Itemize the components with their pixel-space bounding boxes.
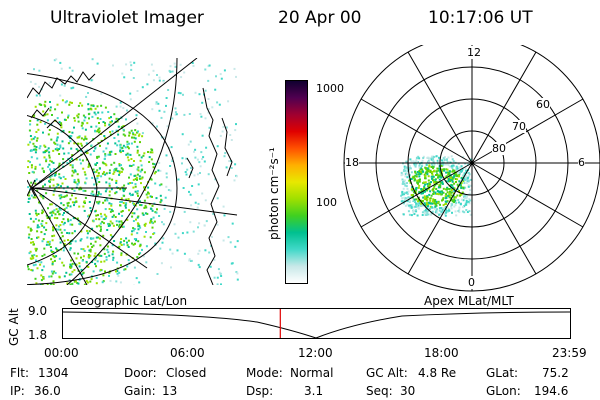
mode-value: Normal xyxy=(290,366,334,380)
color-scale-gradient xyxy=(286,81,307,283)
mlt-spoke-5 xyxy=(471,162,537,275)
apex-coords-label: Apex MLat/MLT xyxy=(424,294,514,308)
orbit-altitude-timeline xyxy=(62,308,571,339)
time-tick-1800: 18:00 xyxy=(424,346,459,360)
mlt-spoke-2 xyxy=(471,98,584,164)
mlt-label-6: 6 xyxy=(578,156,585,169)
ip-value: 36.0 xyxy=(34,384,61,398)
dsp-value: 3.1 xyxy=(304,384,324,398)
coastline-west xyxy=(27,71,96,129)
seq-label: Seq: xyxy=(366,384,393,398)
lat-label-60: 60 xyxy=(536,98,550,111)
meridian-s xyxy=(31,187,88,285)
altitude-axis-title: GC Alt xyxy=(7,308,21,346)
mode-label: Mode: xyxy=(246,366,283,380)
color-scale-bar xyxy=(285,80,308,284)
altitude-max-label: 9.0 xyxy=(28,304,48,318)
glon-label: GLon: xyxy=(486,384,521,398)
geographic-image xyxy=(27,58,239,285)
polar-aurora-pixels xyxy=(400,155,472,217)
glon-value: 194.6 xyxy=(534,384,569,398)
flt-value: 1304 xyxy=(38,366,69,380)
mlt-spoke-1 xyxy=(471,51,537,164)
polar-mlt-plot xyxy=(343,45,600,292)
time-tick-2359: 23:59 xyxy=(552,346,587,360)
observation-time: 10:17:06 UT xyxy=(428,8,533,28)
door-label: Door: xyxy=(124,366,157,380)
mlt-spoke-7 xyxy=(407,162,473,275)
mlt-spoke-4 xyxy=(471,162,584,228)
mlt-spoke-11 xyxy=(407,51,473,164)
time-tick-0600: 06:00 xyxy=(170,346,205,360)
colorbar-tick-1000: 1000 xyxy=(316,82,344,95)
door-value: Closed xyxy=(166,366,207,380)
mlt-label-18: 18 xyxy=(345,156,359,169)
coastline-islands xyxy=(186,117,233,179)
mlt-label-0: 0 xyxy=(468,276,475,289)
coastline-east xyxy=(202,87,220,285)
meridian-se xyxy=(31,187,148,269)
lat-circle-inner xyxy=(66,58,178,285)
ip-label: IP: xyxy=(10,384,25,398)
observation-date: 20 Apr 00 xyxy=(278,8,362,28)
flt-label: Flt: xyxy=(10,366,29,380)
instrument-title: Ultraviolet Imager xyxy=(50,8,204,28)
glat-value: 75.2 xyxy=(542,366,569,380)
mlt-spoke-10 xyxy=(360,98,473,164)
timeline-frame xyxy=(62,308,571,339)
meridian-ne xyxy=(31,58,198,189)
gain-value: 13 xyxy=(162,384,178,398)
geographic-coords-label: Geographic Lat/Lon xyxy=(70,294,188,308)
gc-alt-label: GC Alt: xyxy=(366,366,408,380)
seq-value: 30 xyxy=(400,384,416,398)
meridian-n xyxy=(31,117,138,189)
lat-label-70: 70 xyxy=(512,120,526,133)
altitude-min-label: 1.8 xyxy=(28,328,48,342)
mlt-spoke-8 xyxy=(360,162,473,228)
lat-label-80: 80 xyxy=(492,142,506,155)
time-tick-1200: 12:00 xyxy=(298,346,333,360)
meridian-east xyxy=(31,187,238,216)
dsp-label: Dsp: xyxy=(246,384,274,398)
colorbar-tick-100: 100 xyxy=(316,196,337,209)
mlt-label-12: 12 xyxy=(467,46,481,59)
pole-marker xyxy=(27,179,36,197)
altitude-curve xyxy=(62,311,571,339)
lat-circle-outer xyxy=(27,73,178,285)
glat-label: GLat: xyxy=(486,366,519,380)
time-tick-0000: 00:00 xyxy=(44,346,79,360)
gc-alt-value: 4.8 Re xyxy=(418,366,457,380)
gain-label: Gain: xyxy=(124,384,156,398)
colorbar-units-label: photon cm⁻²s⁻¹ xyxy=(267,147,281,240)
